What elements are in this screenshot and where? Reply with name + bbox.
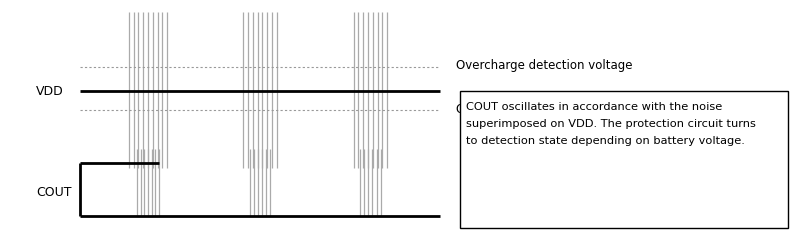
Text: Overcharge detection voltage: Overcharge detection voltage bbox=[456, 60, 633, 72]
Text: VDD: VDD bbox=[36, 85, 64, 98]
Text: COUT: COUT bbox=[36, 186, 71, 198]
Text: Overcharge release voltage: Overcharge release voltage bbox=[456, 103, 620, 116]
Text: COUT oscillates in accordance with the noise
superimposed on VDD. The protection: COUT oscillates in accordance with the n… bbox=[466, 102, 755, 146]
FancyBboxPatch shape bbox=[460, 91, 788, 228]
